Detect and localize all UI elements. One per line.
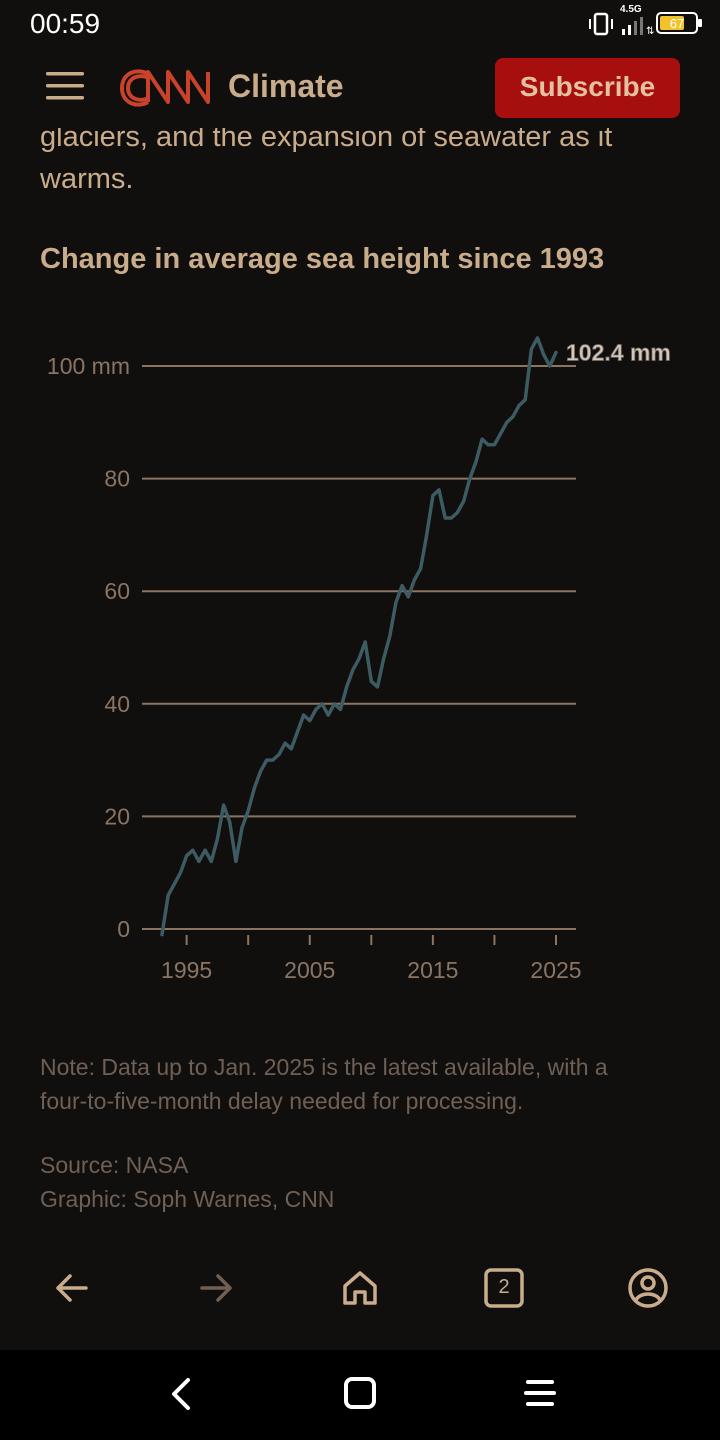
x-axis: 1995 2005 2015 2025 bbox=[161, 935, 582, 983]
tabs-icon bbox=[484, 1268, 524, 1308]
system-navigation-bar bbox=[0, 1350, 720, 1440]
y-tick-label-100: 100 mm bbox=[47, 353, 130, 379]
intro-line-2: warms. bbox=[40, 163, 134, 195]
y-tick-label-80: 80 bbox=[104, 466, 130, 492]
signal-icon: ⇅ bbox=[622, 17, 654, 36]
source-text: Source: NASA bbox=[40, 1152, 189, 1178]
chart-gridlines bbox=[142, 365, 576, 930]
y-tick-label-20: 20 bbox=[104, 803, 130, 829]
vibrate-icon bbox=[589, 12, 613, 36]
subscribe-button[interactable]: Subscribe bbox=[495, 58, 680, 118]
x-tick-label-1995: 1995 bbox=[161, 957, 212, 983]
chart-credits: Source: NASA Graphic: Soph Warnes, CNN bbox=[40, 1148, 334, 1216]
y-axis-labels: 0 20 40 60 80 100 mm bbox=[47, 353, 130, 942]
note-line-2: four-to-five-month delay needed for proc… bbox=[40, 1088, 524, 1114]
tab-count: 2 bbox=[498, 1276, 510, 1298]
cnn-logo[interactable] bbox=[118, 64, 214, 112]
svg-text:⇅: ⇅ bbox=[646, 26, 654, 36]
site-header: Climate Subscribe bbox=[0, 50, 720, 128]
chart-note: Note: Data up to Jan. 2025 is the latest… bbox=[40, 1050, 680, 1118]
section-name[interactable]: Climate bbox=[228, 68, 344, 104]
x-tick-label-2015: 2015 bbox=[407, 957, 458, 983]
tabs-button[interactable]: 2 bbox=[484, 1268, 524, 1308]
x-tick-label-2005: 2005 bbox=[284, 957, 335, 983]
y-tick-label-60: 60 bbox=[104, 578, 130, 604]
note-line-1: Note: Data up to Jan. 2025 is the latest… bbox=[40, 1054, 608, 1080]
sea-level-chart: 0 20 40 60 80 100 mm 1995 2005 2015 2025 102.4 m… bbox=[47, 336, 671, 983]
status-time: 00:59 bbox=[30, 8, 101, 39]
y-tick-label-0: 0 bbox=[117, 916, 130, 942]
forward-arrow-icon[interactable] bbox=[196, 1268, 236, 1308]
system-home-icon[interactable] bbox=[343, 1376, 377, 1410]
battery-icon: 67 bbox=[656, 12, 702, 34]
graphic-credit: Graphic: Soph Warnes, CNN bbox=[40, 1186, 335, 1212]
browser-toolbar: 2 bbox=[0, 1248, 720, 1328]
battery-level: 67 bbox=[670, 16, 684, 31]
x-tick-label-2025: 2025 bbox=[530, 957, 581, 983]
sea-level-series-line bbox=[160, 336, 558, 937]
article-intro: glaciers, and the expansion of seawater … bbox=[40, 116, 680, 200]
y-tick-label-40: 40 bbox=[104, 691, 130, 717]
account-icon[interactable] bbox=[628, 1268, 668, 1308]
network-type: 4.5G bbox=[620, 4, 642, 15]
chart-title: Change in average sea height since 1993 bbox=[40, 243, 605, 275]
back-arrow-icon[interactable] bbox=[52, 1268, 92, 1308]
status-bar: 00:59 4.5G ⇅ 67 bbox=[0, 0, 720, 50]
menu-icon[interactable] bbox=[46, 69, 84, 103]
home-icon[interactable] bbox=[340, 1268, 380, 1308]
end-value-label: 102.4 mm bbox=[566, 339, 671, 365]
system-recents-icon[interactable] bbox=[524, 1376, 556, 1410]
system-back-icon[interactable] bbox=[168, 1376, 194, 1412]
